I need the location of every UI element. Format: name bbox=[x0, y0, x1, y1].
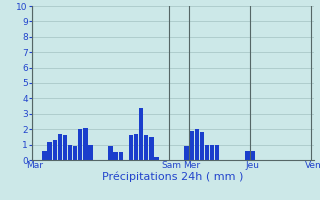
Bar bbox=[205, 145, 209, 160]
Bar bbox=[200, 132, 204, 160]
Bar bbox=[88, 145, 92, 160]
Bar bbox=[189, 131, 194, 160]
Bar bbox=[149, 137, 154, 160]
Bar bbox=[154, 157, 159, 160]
Bar bbox=[144, 135, 148, 160]
Bar bbox=[139, 108, 143, 160]
Bar bbox=[108, 146, 113, 160]
Bar bbox=[58, 134, 62, 160]
Bar bbox=[52, 140, 57, 160]
X-axis label: Précipitations 24h ( mm ): Précipitations 24h ( mm ) bbox=[102, 172, 244, 182]
Bar bbox=[47, 142, 52, 160]
Bar bbox=[251, 151, 255, 160]
Bar bbox=[245, 151, 250, 160]
Bar bbox=[210, 145, 214, 160]
Bar bbox=[184, 146, 189, 160]
Bar bbox=[195, 129, 199, 160]
Bar bbox=[78, 129, 83, 160]
Bar bbox=[113, 152, 118, 160]
Bar bbox=[134, 134, 138, 160]
Bar bbox=[215, 145, 220, 160]
Bar bbox=[63, 135, 67, 160]
Bar bbox=[73, 146, 77, 160]
Bar bbox=[129, 135, 133, 160]
Bar bbox=[68, 145, 72, 160]
Bar bbox=[118, 152, 123, 160]
Bar bbox=[43, 151, 47, 160]
Bar bbox=[83, 128, 88, 160]
